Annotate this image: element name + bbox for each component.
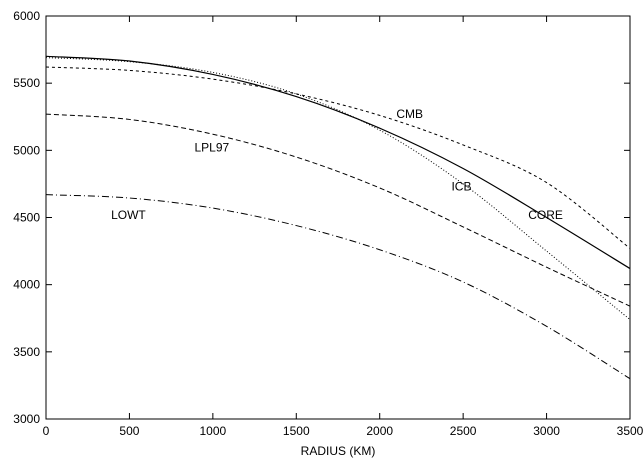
y-tick-label: 3000 bbox=[13, 412, 40, 426]
y-tick-label: 4000 bbox=[13, 278, 40, 292]
x-tick-label: 500 bbox=[119, 424, 139, 438]
curve-label-icb: ICB bbox=[451, 180, 471, 194]
x-tick-label: 3000 bbox=[533, 424, 560, 438]
series-cmb-line bbox=[45, 66, 631, 249]
y-tick-label: 6000 bbox=[13, 9, 40, 23]
data-series bbox=[45, 55, 631, 380]
curve-labels: CMB LPL97 ICB CORE LOWT bbox=[111, 107, 563, 222]
series-core-line bbox=[45, 55, 631, 270]
y-tick-label: 4500 bbox=[13, 211, 40, 225]
x-tick-label: 1000 bbox=[200, 424, 227, 438]
x-tick-label: 2500 bbox=[450, 424, 477, 438]
tick-labels: 0 500 1000 1500 2000 2500 3000 3500 3000 3500 4000… bbox=[13, 9, 643, 438]
axis-ticks bbox=[45, 15, 631, 420]
curve-label-lowt: LOWT bbox=[111, 208, 146, 222]
y-tick-label: 5500 bbox=[13, 76, 40, 90]
y-tick-label: 3500 bbox=[13, 345, 40, 359]
series-lpl97-line bbox=[45, 113, 631, 307]
x-tick-label: 1500 bbox=[283, 424, 310, 438]
curve-label-lpl97: LPL97 bbox=[195, 141, 230, 155]
x-tick-label: 3500 bbox=[617, 424, 643, 438]
series-icb-line bbox=[45, 57, 631, 320]
x-tick-label: 0 bbox=[43, 424, 50, 438]
series-lowt-line bbox=[45, 194, 631, 380]
x-tick-label: 2000 bbox=[366, 424, 393, 438]
curve-label-cmb: CMB bbox=[396, 107, 423, 121]
curve-label-core: CORE bbox=[528, 208, 563, 222]
x-axis-title: RADIUS (KM) bbox=[301, 444, 376, 458]
y-tick-label: 5000 bbox=[13, 143, 40, 157]
